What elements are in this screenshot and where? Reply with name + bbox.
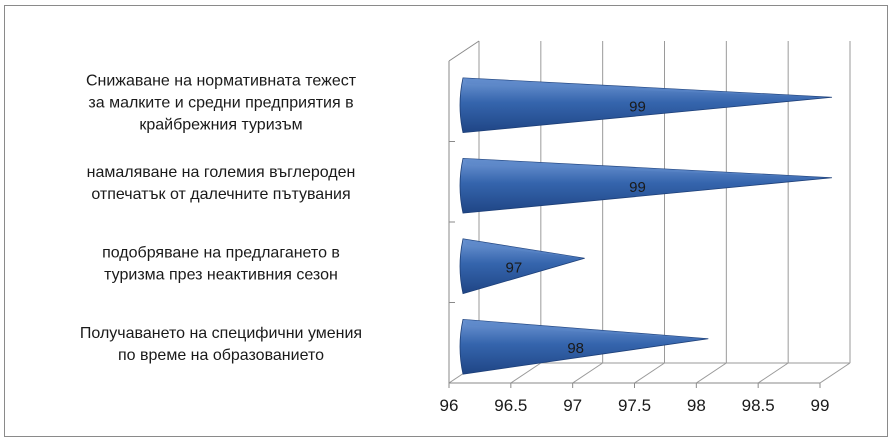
gridline-depth <box>757 362 789 384</box>
chart-frame: 96 96.5 97 97.5 98 98.5 99 99 Снижаване на норма… <box>4 5 888 437</box>
bar <box>459 318 709 375</box>
data-label: 97 <box>505 259 522 276</box>
category-label-line: по време на образованието <box>118 347 324 364</box>
left-wall-top <box>448 40 480 62</box>
bar-chart: 96 96.5 97 97.5 98 98.5 99 99 Снижаване на норма… <box>80 40 851 415</box>
bar-highlight <box>463 77 832 98</box>
x-tick-label: 96.5 <box>494 396 527 415</box>
x-tick-label: 97.5 <box>618 396 651 415</box>
bar-highlight <box>463 319 709 339</box>
category-label: Снижаване на нормативната тежест за малки… <box>86 72 357 133</box>
category-label-line: Снижаване на нормативната тежест <box>86 72 357 89</box>
category-label-line: крайбрежния туризъм <box>139 116 302 133</box>
labels: 96 96.5 97 97.5 98 98.5 99 99 Снижаване на норма… <box>80 72 830 415</box>
category-label: подобряване на предлагането в туризма пре… <box>102 244 340 283</box>
bar-highlight <box>463 158 832 178</box>
category-label: Получаването на специфични умения по врем… <box>80 325 362 364</box>
data-label: 99 <box>629 98 646 115</box>
axes <box>448 40 850 388</box>
category-label: намаляване на големия въглероден отпечатъ… <box>87 164 356 203</box>
category-label-line: Получаването на специфични умения <box>80 325 362 342</box>
x-tick-label: 99 <box>811 396 830 415</box>
data-label: 99 <box>629 179 646 196</box>
gridline-depth <box>634 362 665 384</box>
x-tick-label: 98 <box>687 396 706 415</box>
category-label-line: за малките и средни предприятия в <box>88 94 353 111</box>
category-label-line: отпечатък от далечните пътувания <box>91 186 350 203</box>
gridline-depth <box>510 362 542 384</box>
bar-highlight <box>463 238 585 259</box>
bar <box>459 77 833 134</box>
gridline-depth <box>572 362 603 384</box>
category-label-line: подобряване на предлагането в <box>102 244 340 261</box>
gridline-depth <box>819 362 851 384</box>
category-label-line: туризма през неактивния сезон <box>104 266 338 283</box>
x-tick-label: 96 <box>440 396 459 415</box>
bar <box>459 238 585 295</box>
gridline-depth <box>696 362 727 384</box>
bar <box>459 157 833 214</box>
x-tick-label: 98.5 <box>742 396 775 415</box>
category-label-line: намаляване на големия въглероден <box>87 164 356 181</box>
x-tick-label: 97 <box>563 396 582 415</box>
bars <box>459 77 833 375</box>
data-label: 98 <box>567 340 584 357</box>
